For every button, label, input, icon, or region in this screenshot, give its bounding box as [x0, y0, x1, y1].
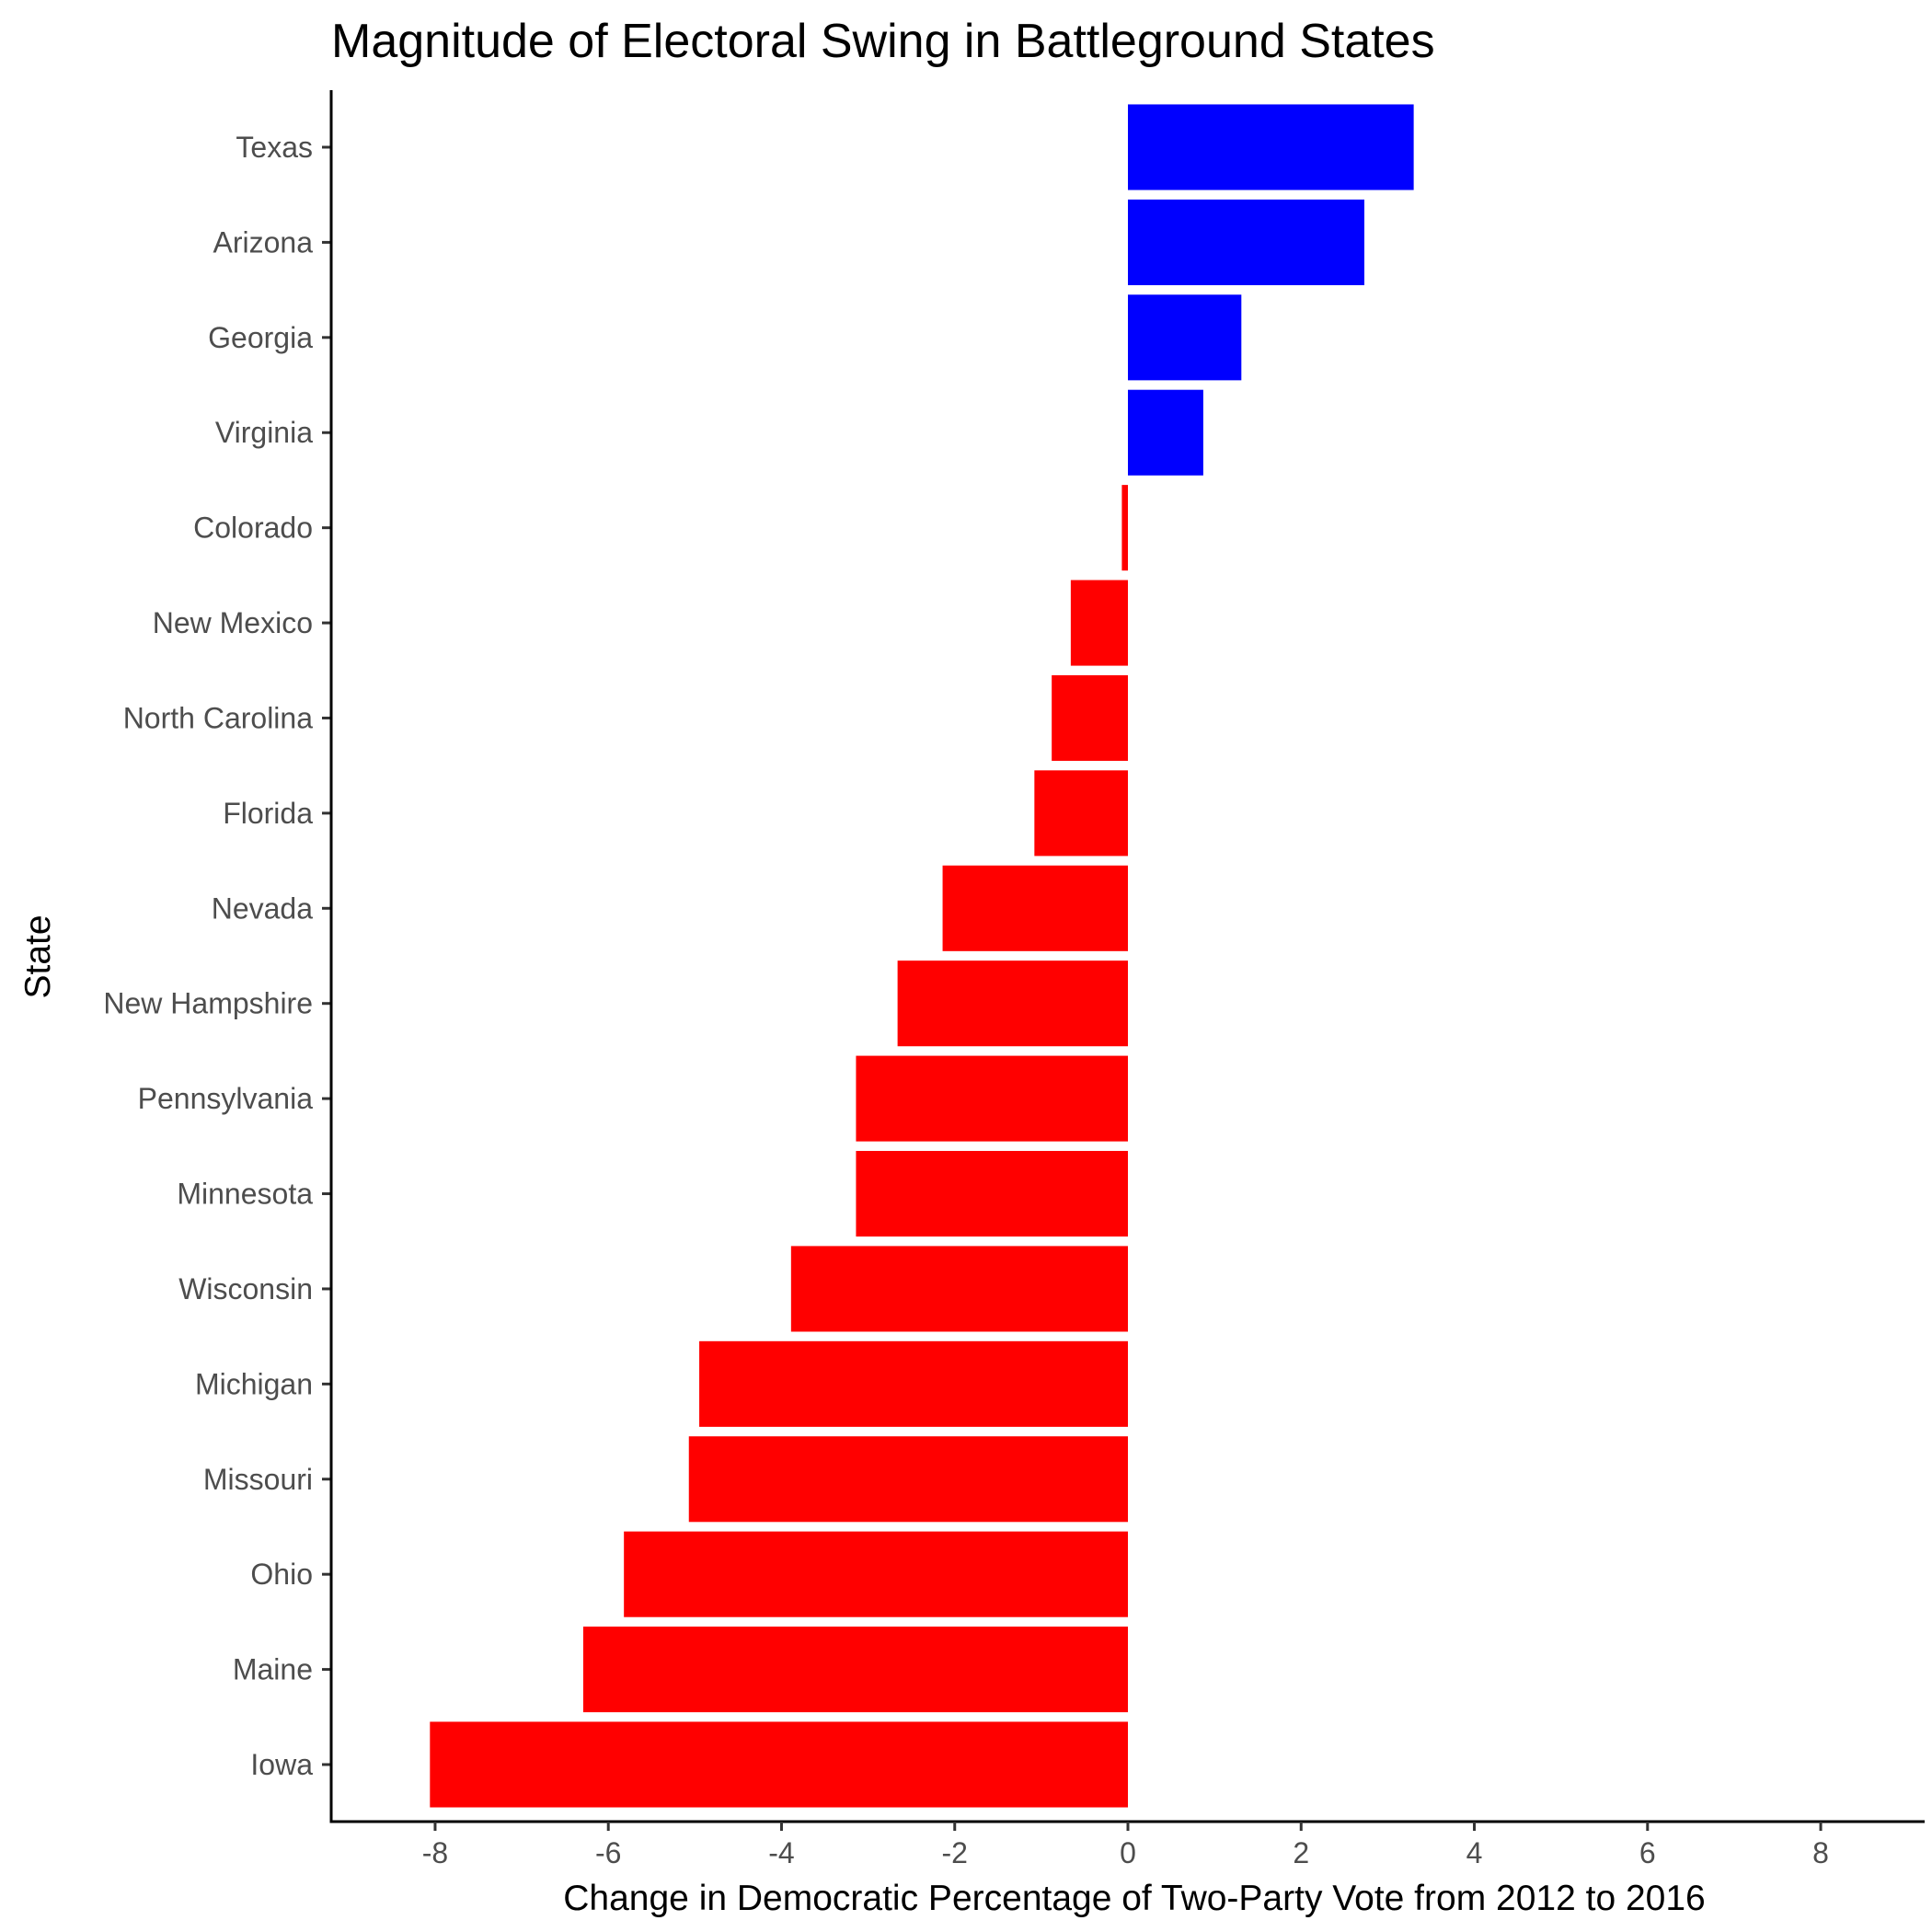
x-tick-label: 8 — [1812, 1836, 1829, 1869]
bar-pennsylvania — [856, 1055, 1128, 1142]
bar-georgia — [1128, 294, 1242, 381]
y-tick-label-north-carolina: North Carolina — [123, 701, 314, 734]
bar-new-mexico — [1070, 580, 1128, 666]
x-axis: -8 -6 -4 -2 0 2 4 6 8 — [329, 1820, 1925, 1869]
y-tick-label-new-hampshire: New Hampshire — [103, 987, 313, 1020]
y-tick-label-wisconsin: Wisconsin — [178, 1272, 313, 1305]
y-tick-label-florida: Florida — [223, 797, 313, 830]
y-tick-label-colorado: Colorado — [193, 512, 313, 545]
bar-nevada — [942, 865, 1128, 951]
x-tick-label: 6 — [1639, 1836, 1656, 1869]
y-tick-label-iowa: Iowa — [250, 1748, 313, 1781]
bar-florida — [1034, 770, 1128, 857]
chart-title: Magnitude of Electoral Swing in Battlegr… — [331, 15, 1435, 68]
y-tick-label-georgia: Georgia — [208, 321, 313, 354]
bar-maine — [582, 1627, 1128, 1713]
y-tick-label-minnesota: Minnesota — [177, 1178, 313, 1211]
y-tick-label-virginia: Virginia — [215, 416, 313, 449]
x-tick-label: -4 — [768, 1836, 794, 1869]
bar-ohio — [624, 1531, 1128, 1617]
x-tick-label: 4 — [1466, 1836, 1483, 1869]
bar-michigan — [699, 1340, 1128, 1427]
y-tick-label-michigan: Michigan — [195, 1367, 313, 1400]
bar-iowa — [430, 1721, 1128, 1808]
y-tick-label-nevada: Nevada — [212, 891, 314, 925]
x-tick-label: 0 — [1120, 1836, 1136, 1869]
y-tick-label-arizona: Arizona — [213, 225, 314, 259]
bars-group — [430, 104, 1414, 1808]
y-tick-label-new-mexico: New Mexico — [153, 606, 313, 639]
bar-new-hampshire — [897, 960, 1128, 1047]
bar-minnesota — [856, 1150, 1128, 1237]
y-tick-label-ohio: Ohio — [250, 1558, 313, 1591]
x-tick-label: -2 — [942, 1836, 968, 1869]
x-tick-label: -8 — [422, 1836, 448, 1869]
bar-virginia — [1128, 389, 1203, 476]
y-axis-title: State — [18, 914, 58, 998]
bar-north-carolina — [1052, 674, 1128, 762]
bar-colorado — [1121, 485, 1128, 571]
y-tick-label-pennsylvania: Pennsylvania — [138, 1082, 314, 1115]
x-tick-label: -6 — [595, 1836, 621, 1869]
x-axis-title: Change in Democratic Percentage of Two-P… — [563, 1879, 1706, 1918]
x-tick-label: 2 — [1293, 1836, 1309, 1869]
y-tick-label-maine: Maine — [233, 1653, 313, 1686]
bar-wisconsin — [790, 1246, 1128, 1332]
y-tick-label-texas: Texas — [236, 131, 313, 164]
y-axis: Texas Arizona Georgia Virginia Colorado New M… — [103, 90, 333, 1822]
y-tick-label-missouri: Missouri — [203, 1463, 313, 1496]
bar-missouri — [688, 1436, 1128, 1523]
bar-arizona — [1128, 199, 1364, 285]
bar-texas — [1128, 104, 1414, 190]
